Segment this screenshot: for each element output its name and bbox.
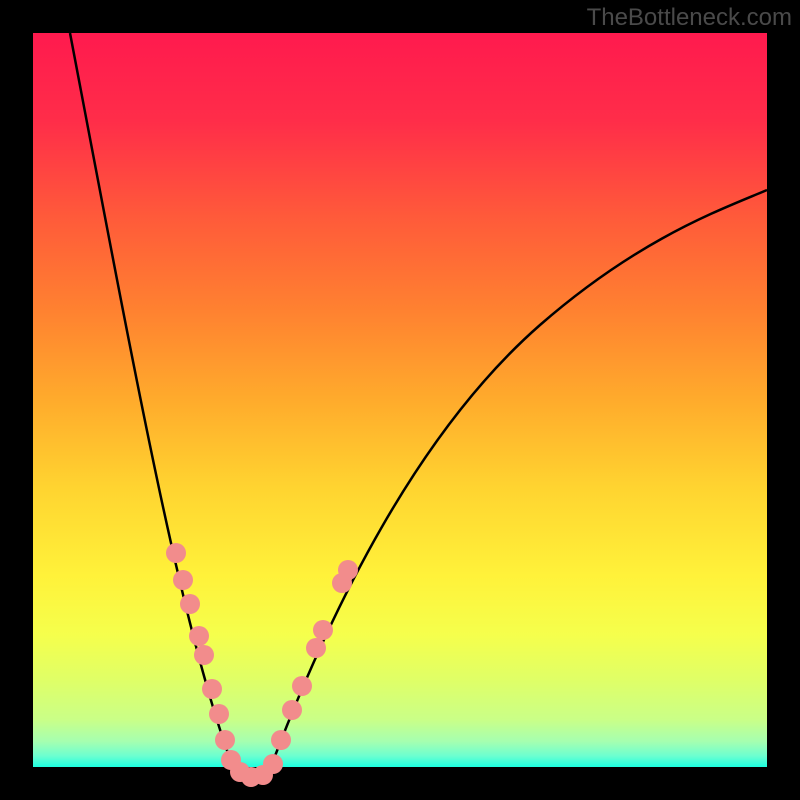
data-point	[215, 730, 235, 750]
chart-svg	[0, 0, 800, 800]
data-point	[202, 679, 222, 699]
chart-container: TheBottleneck.com	[0, 0, 800, 800]
data-point	[292, 676, 312, 696]
data-point	[180, 594, 200, 614]
data-point	[173, 570, 193, 590]
data-point	[166, 543, 186, 563]
plot-background	[33, 33, 767, 767]
data-point	[194, 645, 214, 665]
data-point	[189, 626, 209, 646]
data-point	[282, 700, 302, 720]
data-point	[338, 560, 358, 580]
data-point	[263, 754, 283, 774]
data-point	[209, 704, 229, 724]
watermark-text: TheBottleneck.com	[587, 4, 792, 32]
data-point	[306, 638, 326, 658]
data-point	[313, 620, 333, 640]
data-point	[271, 730, 291, 750]
